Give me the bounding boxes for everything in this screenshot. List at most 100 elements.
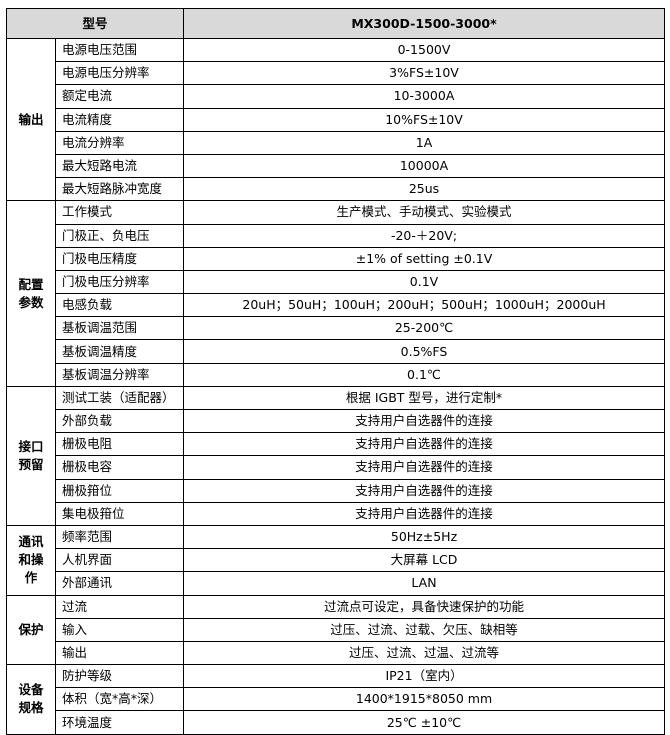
table-row: 最大短路脉冲宽度 25us [7,177,665,202]
param-name: 最大短路电流 [54,153,185,179]
group-label: 设备规格 [6,664,56,735]
table-row: 配置参数 工作模式 生产模式、手动模式、实验模式 [6,200,665,387]
table-row: 电感负载 20uH；50uH；100uH；200uH；500uH；1000uH；2… [7,293,665,318]
group-label: 接口预留 [6,385,56,526]
param-name: 电源电压分辨率 [54,61,185,86]
table-row: 集电极箝位 支持用户自选器件的连接 [7,501,665,526]
param-value: 生产模式、手动模式、实验模式 [183,200,665,225]
table-row: 基板调温精度 0.5%FS [7,339,665,364]
table-row: 输入 过压、过流、过载、欠压、缺相等 [7,617,665,642]
param-value: 支持用户自选器件的连接 [183,408,665,434]
param-name: 体积（宽*高*深） [54,687,185,712]
param-name: 电源电压范围 [54,37,185,63]
group-label: 通讯和操作 [6,524,56,596]
param-name: 门极电压分辨率 [54,269,185,295]
param-name: 输出 [54,640,185,666]
table-row: 外部通讯 LAN [7,571,665,596]
table-row: 门极电压分辨率 0.1V [7,269,665,295]
table-row: 栅极箝位 支持用户自选器件的连接 [7,478,665,503]
param-name: 栅极电阻 [54,432,185,457]
param-value: 20uH；50uH；100uH；200uH；500uH；1000uH；2000u… [183,293,665,318]
table-row: 体积（宽*高*深） 1400*1915*8050 mm [7,687,665,712]
param-value: 过流点可设定，具备快速保护的功能 [183,594,665,619]
param-value: 10-3000A [183,84,665,109]
param-name: 门极正、负电压 [54,223,185,248]
param-name: 电感负载 [54,293,185,318]
param-value: 10%FS±10V [183,107,665,132]
param-name: 工作模式 [54,200,185,225]
param-value: 支持用户自选器件的连接 [183,432,665,457]
param-value: 1A [183,130,665,155]
spec-table: 型号 MX300D-1500-3000* 输出 电源电压范围 0-1500V 电源电压… [5,8,665,735]
param-name: 电流分辨率 [54,130,185,155]
table-row: 接口预留 测试工装（适配器） 根据 IGBT 型号，进行定制* [6,385,665,526]
model-label: 型号 [5,8,185,39]
param-name: 栅极电容 [54,455,185,480]
param-name: 频率范围 [54,524,185,550]
table-row: 环境温度 25℃ ±10℃ [7,710,665,735]
param-value: 支持用户自选器件的连接 [183,478,665,503]
table-row: 保护 过流 过流点可设定，具备快速保护的功能 [6,594,665,666]
param-name: 最大短路脉冲宽度 [54,177,185,202]
table-row: 最大短路电流 10000A [7,153,665,179]
table-row: 输出 电源电压范围 0-1500V [6,37,665,202]
param-value: IP21（室内） [183,664,665,689]
table-row: 栅极电阻 支持用户自选器件的连接 [7,432,665,457]
param-value: ±1% of setting ±0.1V [183,246,665,271]
param-value: 0.1V [183,269,665,295]
param-name: 门极电压精度 [54,246,185,271]
header-row: 型号 MX300D-1500-3000* [5,8,665,39]
table-row: 设备规格 防护等级 IP21（室内） [6,664,665,735]
table-row: 输出 过压、过流、过温、过流等 [7,640,665,666]
group-label: 配置参数 [6,200,56,387]
table-row: 额定电流 10-3000A [7,84,665,109]
param-value: 50Hz±5Hz [183,524,665,550]
param-name: 人机界面 [54,548,185,573]
table-row: 基板调温范围 25-200℃ [7,316,665,341]
param-value: 1400*1915*8050 mm [183,687,665,712]
table-row: 门极电压精度 ±1% of setting ±0.1V [7,246,665,271]
param-name: 环境温度 [54,710,185,735]
table-row: 基板调温分辨率 0.1℃ [7,362,665,387]
param-name: 基板调温精度 [54,339,185,364]
param-name: 栅极箝位 [54,478,185,503]
table-row: 门极正、负电压 -20-＋20V; [7,223,665,248]
param-name: 测试工装（适配器） [54,385,185,411]
param-name: 外部负载 [54,408,185,434]
param-name: 基板调温范围 [54,316,185,341]
param-value: 过压、过流、过温、过流等 [183,640,665,666]
param-value: 25℃ ±10℃ [183,710,665,735]
table-row: 外部负载 支持用户自选器件的连接 [7,408,665,434]
param-value: 3%FS±10V [183,61,665,86]
param-name: 防护等级 [54,664,185,689]
table-row: 电流精度 10%FS±10V [7,107,665,132]
param-value: 支持用户自选器件的连接 [183,455,665,480]
param-value: 过压、过流、过载、欠压、缺相等 [183,617,665,642]
table-row: 人机界面 大屏幕 LCD [7,548,665,573]
param-value: -20-＋20V; [183,223,665,248]
param-value: LAN [183,571,665,596]
model-value: MX300D-1500-3000* [183,8,665,39]
param-value: 10000A [183,153,665,179]
param-name: 过流 [54,594,185,619]
param-name: 电流精度 [54,107,185,132]
param-name: 额定电流 [54,84,185,109]
param-name: 集电极箝位 [54,501,185,526]
param-value: 0.1℃ [183,362,665,387]
param-value: 0-1500V [183,37,665,63]
param-value: 25-200℃ [183,316,665,341]
table-row: 栅极电容 支持用户自选器件的连接 [7,455,665,480]
param-value: 0.5%FS [183,339,665,364]
param-value: 大屏幕 LCD [183,548,665,573]
table-row: 电流分辨率 1A [7,130,665,155]
param-value: 支持用户自选器件的连接 [183,501,665,526]
group-label: 输出 [6,37,56,202]
param-name: 基板调温分辨率 [54,362,185,387]
param-value: 25us [183,177,665,202]
table-row: 通讯和操作 频率范围 50Hz±5Hz [6,524,665,596]
group-label: 保护 [6,594,56,666]
param-name: 输入 [54,617,185,642]
param-name: 外部通讯 [54,571,185,596]
table-row: 电源电压分辨率 3%FS±10V [7,61,665,86]
param-value: 根据 IGBT 型号，进行定制* [183,385,665,411]
